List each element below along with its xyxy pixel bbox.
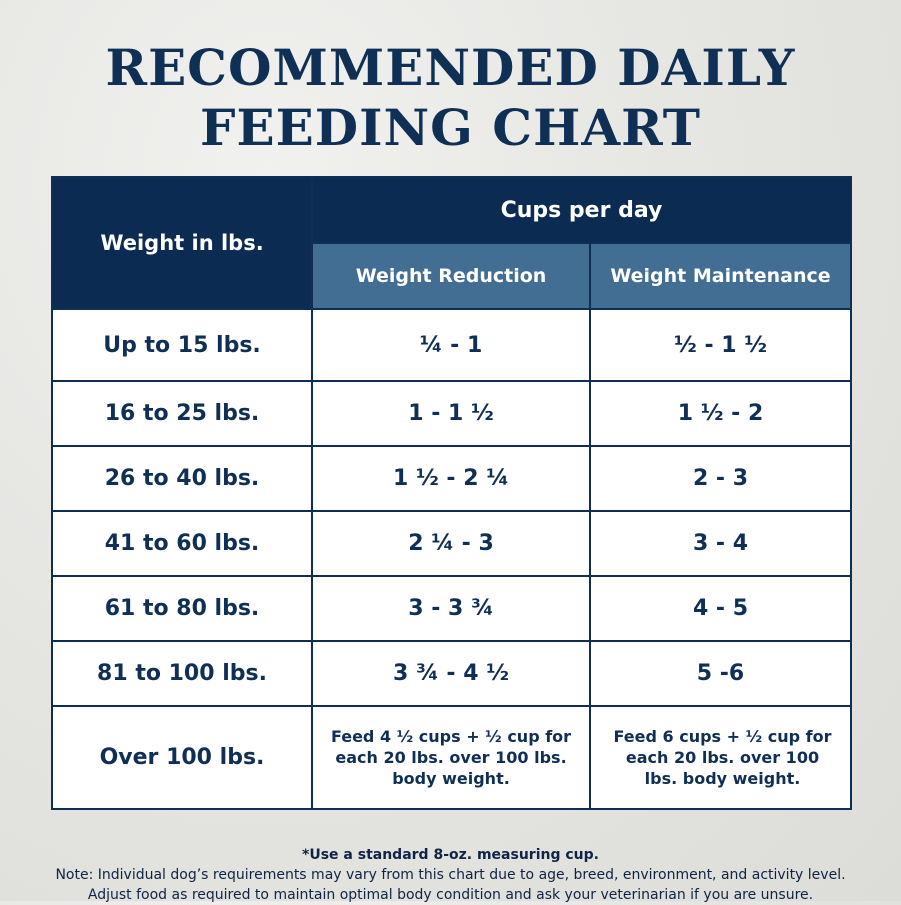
header-weight-maintenance: Weight Maintenance [589, 242, 852, 310]
note-line-1: Note: Individual dog’s requirements may … [55, 867, 846, 883]
table-row: Up to 15 lbs. ¼ - 1 ½ - 1 ½ [51, 308, 852, 382]
reduction-cell: 3 - 3 ¾ [311, 575, 591, 642]
note-line-2: Adjust food as required to maintain opti… [87, 887, 814, 903]
table-row: 61 to 80 lbs. 3 - 3 ¾ 4 - 5 [51, 575, 852, 642]
table-row: 26 to 40 lbs. 1 ½ - 2 ¼ 2 - 3 [51, 445, 852, 512]
reduction-cell: ¼ - 1 [311, 308, 591, 382]
table-row: 16 to 25 lbs. 1 - 1 ½ 1 ½ - 2 [51, 380, 852, 447]
maintenance-note-cell: Feed 6 cups + ½ cup for each 20 lbs. ove… [589, 705, 852, 810]
measuring-cup-note: *Use a standard 8-oz. measuring cup. [302, 847, 599, 863]
weight-cell: Over 100 lbs. [51, 705, 313, 810]
weight-cell: 26 to 40 lbs. [51, 445, 313, 512]
feeding-chart-table: Weight in lbs. Cups per day Weight Reduc… [51, 176, 852, 810]
maintenance-cell: 5 -6 [589, 640, 852, 707]
weight-cell: 81 to 100 lbs. [51, 640, 313, 707]
header-cups-per-day: Cups per day [311, 176, 852, 244]
title-line-1: RECOMMENDED DAILY [105, 38, 796, 97]
header-weight: Weight in lbs. [51, 176, 313, 310]
table-row: Over 100 lbs. Feed 4 ½ cups + ½ cup for … [51, 705, 852, 810]
maintenance-cell: 4 - 5 [589, 575, 852, 642]
table-row: 81 to 100 lbs. 3 ¾ - 4 ½ 5 -6 [51, 640, 852, 707]
reduction-cell: 1 ½ - 2 ¼ [311, 445, 591, 512]
weight-cell: 16 to 25 lbs. [51, 380, 313, 447]
header-weight-reduction: Weight Reduction [311, 242, 591, 310]
reduction-cell: 1 - 1 ½ [311, 380, 591, 447]
weight-cell: 41 to 60 lbs. [51, 510, 313, 577]
maintenance-cell: ½ - 1 ½ [589, 308, 852, 382]
reduction-cell: 2 ¼ - 3 [311, 510, 591, 577]
table-row: 41 to 60 lbs. 2 ¼ - 3 3 - 4 [51, 510, 852, 577]
page-title: RECOMMENDED DAILY FEEDING CHART [0, 38, 901, 158]
maintenance-cell: 1 ½ - 2 [589, 380, 852, 447]
title-line-2: FEEDING CHART [200, 98, 701, 157]
footer-notes: *Use a standard 8-oz. measuring cup. Not… [0, 845, 901, 905]
weight-cell: 61 to 80 lbs. [51, 575, 313, 642]
reduction-note-cell: Feed 4 ½ cups + ½ cup for each 20 lbs. o… [311, 705, 591, 810]
reduction-cell: 3 ¾ - 4 ½ [311, 640, 591, 707]
maintenance-cell: 3 - 4 [589, 510, 852, 577]
weight-cell: Up to 15 lbs. [51, 308, 313, 382]
maintenance-cell: 2 - 3 [589, 445, 852, 512]
